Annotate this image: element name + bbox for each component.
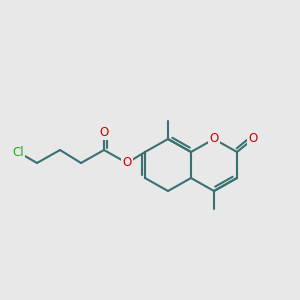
- Text: O: O: [99, 125, 109, 139]
- Text: O: O: [209, 133, 219, 146]
- Text: Cl: Cl: [12, 146, 24, 158]
- Text: O: O: [248, 133, 258, 146]
- Text: O: O: [122, 157, 132, 169]
